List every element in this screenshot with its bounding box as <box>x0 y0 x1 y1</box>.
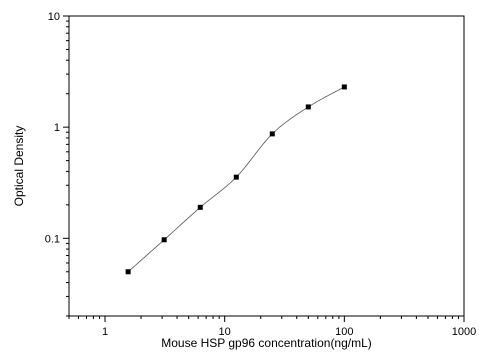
data-point <box>305 104 311 110</box>
x-tick-label: 1000 <box>452 326 476 338</box>
data-point <box>269 131 275 137</box>
data-point <box>161 237 167 243</box>
data-points <box>125 84 347 275</box>
y-axis-title: Optical Density <box>12 126 26 207</box>
data-point <box>197 204 203 210</box>
y-tick-label: 10 <box>48 11 60 23</box>
plot-area <box>68 15 465 317</box>
y-tick-label: 1 <box>54 122 60 134</box>
x-axis-title: Mouse HSP gp96 concentration(ng/mL) <box>161 336 372 350</box>
x-tick-label: 10 <box>219 326 231 338</box>
x-tick-label: 100 <box>335 326 353 338</box>
data-point <box>233 174 239 180</box>
axis-ticks <box>63 15 465 322</box>
x-tick-label: 1 <box>102 326 108 338</box>
data-point <box>125 269 131 275</box>
data-point <box>341 84 347 90</box>
y-tick-label: 0.1 <box>45 233 60 245</box>
axis-tick-labels: 1 10 100 1000 0.1 1 10 <box>45 11 477 338</box>
